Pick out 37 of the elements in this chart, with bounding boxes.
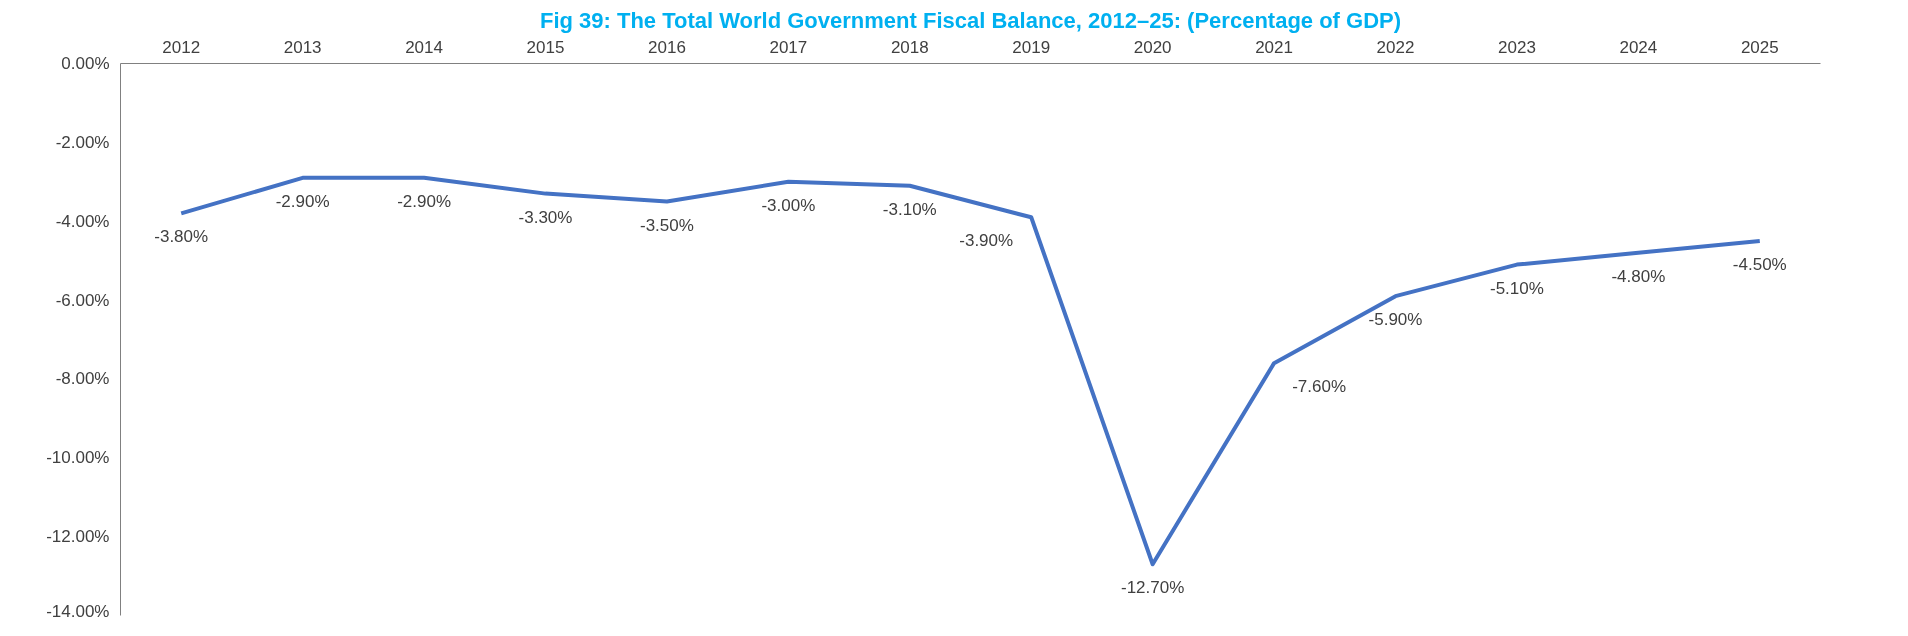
data-label: -3.10%: [882, 199, 937, 219]
y-tick-label: -4.00%: [55, 211, 110, 231]
x-tick-label: 2012: [162, 37, 201, 57]
data-label: -3.30%: [518, 207, 573, 227]
x-tick-label: 2019: [1012, 37, 1051, 57]
data-label: -2.90%: [275, 191, 330, 211]
data-label: -12.70%: [1120, 578, 1185, 598]
x-tick-label: 2014: [405, 37, 443, 57]
x-tick-label: 2017: [769, 37, 808, 57]
y-tick-label: -6.00%: [55, 290, 110, 310]
x-tick-label: 2024: [1619, 37, 1658, 57]
x-tick-label: 2018: [890, 37, 929, 57]
x-tick-label: 2013: [283, 37, 322, 57]
data-label: -4.50%: [1732, 254, 1787, 274]
y-tick-label: -14.00%: [46, 601, 110, 621]
data-label: -3.50%: [640, 215, 694, 235]
x-tick-label: 2015: [526, 37, 565, 57]
data-label: -5.90%: [1368, 310, 1423, 330]
y-tick-label: -2.00%: [55, 132, 110, 152]
x-tick-label: 2020: [1133, 37, 1172, 57]
y-tick-label: -8.00%: [55, 369, 110, 389]
data-label: -3.00%: [761, 195, 816, 215]
x-tick-label: 2025: [1740, 37, 1779, 57]
y-tick-label: -12.00%: [46, 527, 110, 547]
y-tick-label: 0.00%: [61, 54, 110, 73]
x-tick-label: 2016: [648, 37, 686, 57]
data-label: -3.80%: [154, 227, 209, 247]
data-label: -4.80%: [1611, 266, 1666, 286]
x-tick-label: 2023: [1498, 37, 1536, 57]
chart-title: Fig 39: The Total World Government Fiscal Balance, 2012–25: (Percentage of GDP): [539, 7, 1402, 33]
x-tick-label: 2022: [1376, 37, 1415, 57]
data-label: -3.90%: [959, 231, 1014, 251]
data-label: -2.90%: [397, 191, 452, 211]
data-label: -7.60%: [1292, 377, 1347, 397]
y-tick-label: -10.00%: [46, 448, 110, 468]
x-tick-label: 2021: [1255, 37, 1293, 57]
data-label: -5.10%: [1490, 278, 1544, 298]
